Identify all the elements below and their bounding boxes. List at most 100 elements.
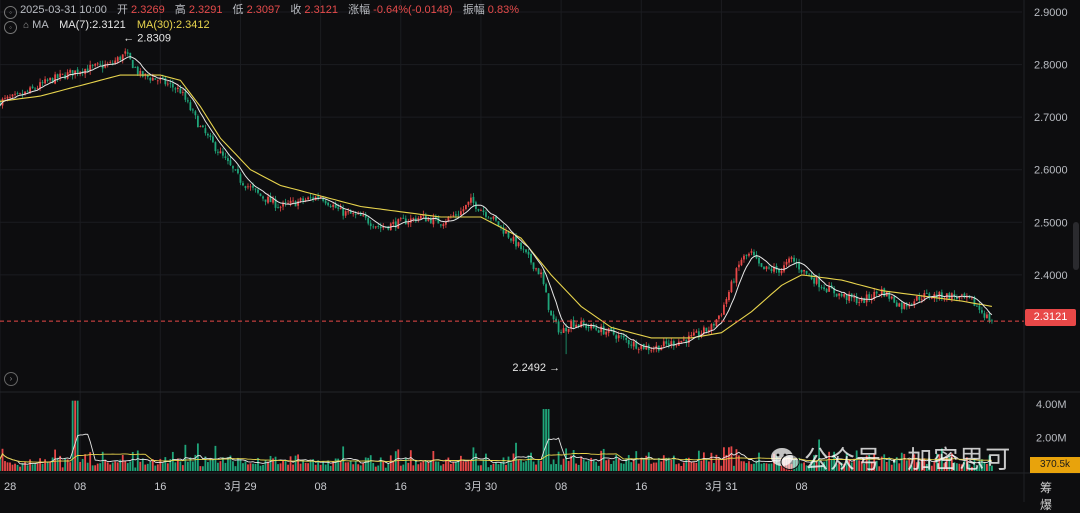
volume-bar	[647, 452, 650, 471]
time-tick-label: 16	[395, 481, 407, 493]
candle-body	[485, 212, 487, 217]
eye-icon[interactable]: ◦	[4, 6, 17, 19]
volume-bar	[424, 460, 427, 471]
volume-bar	[898, 463, 901, 471]
volume-bar	[672, 455, 675, 471]
volume-bar	[640, 457, 643, 471]
candle-body	[635, 341, 638, 349]
volume-bar	[605, 460, 608, 471]
volume-bar	[322, 461, 325, 471]
chip-liquidation-toggles[interactable]: 筹 爆	[1040, 481, 1059, 512]
candle-body	[858, 301, 861, 303]
candle-body	[417, 217, 420, 221]
candle-body	[136, 66, 139, 75]
candle-body	[342, 208, 345, 216]
volume-bar	[577, 464, 580, 471]
volume-bar	[277, 464, 279, 471]
volume-bar	[432, 451, 435, 471]
candle-body	[805, 270, 808, 274]
candlestick-chart[interactable]: 2.9000 2.8000 2.7000 2.6000 2.5000 2.4000 4.0…	[0, 0, 1080, 502]
volume-bar	[437, 461, 440, 471]
volume-bar	[377, 465, 380, 471]
volume-bar	[971, 466, 973, 471]
candle-body	[74, 70, 77, 75]
candle-body	[444, 221, 447, 225]
candle-body	[397, 219, 400, 229]
candle-body	[502, 227, 505, 234]
volume-bar	[963, 461, 966, 471]
volume-bar	[89, 452, 92, 471]
volume-collapse-icon[interactable]: ›	[4, 372, 18, 386]
candle-body	[377, 226, 380, 227]
volume-bar	[392, 460, 395, 471]
candle-body	[878, 294, 881, 296]
indicator-icon[interactable]: ⌂	[23, 20, 30, 31]
volume-bar	[652, 462, 655, 471]
ma-legend: ◦ ⌂ MA MA(7):2.3121 MA(30):2.3412	[4, 19, 210, 34]
volume-bar	[485, 453, 487, 471]
candle-body	[56, 74, 59, 79]
candle-body	[111, 62, 114, 64]
candle-body	[432, 217, 435, 225]
candle-body	[51, 78, 54, 84]
candle-body	[840, 293, 843, 297]
volume-bar	[159, 458, 162, 471]
volume-bar	[161, 463, 164, 471]
volume-bar	[171, 451, 174, 471]
volume-bar	[54, 449, 57, 471]
axis-scroll-handle[interactable]	[1073, 222, 1079, 270]
volume-bar	[885, 461, 888, 471]
candle-body	[490, 217, 492, 219]
candle-body	[773, 266, 775, 272]
volume-bar	[565, 448, 568, 471]
volume-bar	[337, 458, 340, 471]
volume-bar	[677, 463, 680, 471]
volume-bar	[139, 461, 142, 471]
candle-body	[843, 294, 846, 297]
volume-bar	[475, 453, 477, 471]
candle-body	[883, 288, 886, 297]
candle-body	[332, 204, 335, 207]
candle-body	[517, 242, 520, 247]
volume-bar	[307, 463, 310, 471]
volume-bar	[487, 467, 490, 471]
close-label: 收	[290, 4, 302, 16]
volume-bar	[612, 460, 615, 471]
settings-icon[interactable]: ◦	[4, 21, 17, 34]
volume-bar	[444, 459, 447, 471]
candle-body	[302, 198, 304, 201]
candle-body	[204, 128, 207, 134]
candle-body	[983, 313, 986, 318]
volume-bar	[507, 456, 510, 471]
candle-body	[547, 293, 550, 310]
candle-body	[973, 296, 976, 306]
watermark: 公众号 · 加密思可	[770, 440, 1011, 476]
volume-bar	[540, 460, 542, 471]
volume-bar	[297, 454, 299, 471]
candle-body	[16, 93, 19, 94]
volume-bar	[925, 463, 928, 471]
candle-body	[109, 62, 112, 64]
volume-bar	[317, 460, 320, 471]
ma-label[interactable]: MA	[32, 19, 49, 31]
volume-bar	[930, 465, 933, 471]
candle-body	[645, 345, 648, 350]
candle-body	[161, 77, 164, 79]
volume-bar	[587, 460, 590, 471]
candle-body	[0, 100, 1, 106]
candle-body	[991, 320, 993, 322]
volume-bar	[149, 461, 152, 471]
candle-body	[868, 294, 871, 299]
candle-body	[828, 285, 831, 292]
volume-bar	[36, 463, 39, 471]
candle-body	[778, 268, 780, 273]
volume-bar	[803, 462, 805, 471]
volume-bar	[943, 463, 946, 471]
candle-body	[925, 293, 928, 294]
volume-bar	[239, 458, 242, 471]
candle-body	[309, 197, 312, 199]
volume-bar	[129, 461, 132, 471]
candle-body	[214, 142, 217, 152]
candle-body	[562, 328, 565, 333]
candle-body	[480, 210, 482, 212]
